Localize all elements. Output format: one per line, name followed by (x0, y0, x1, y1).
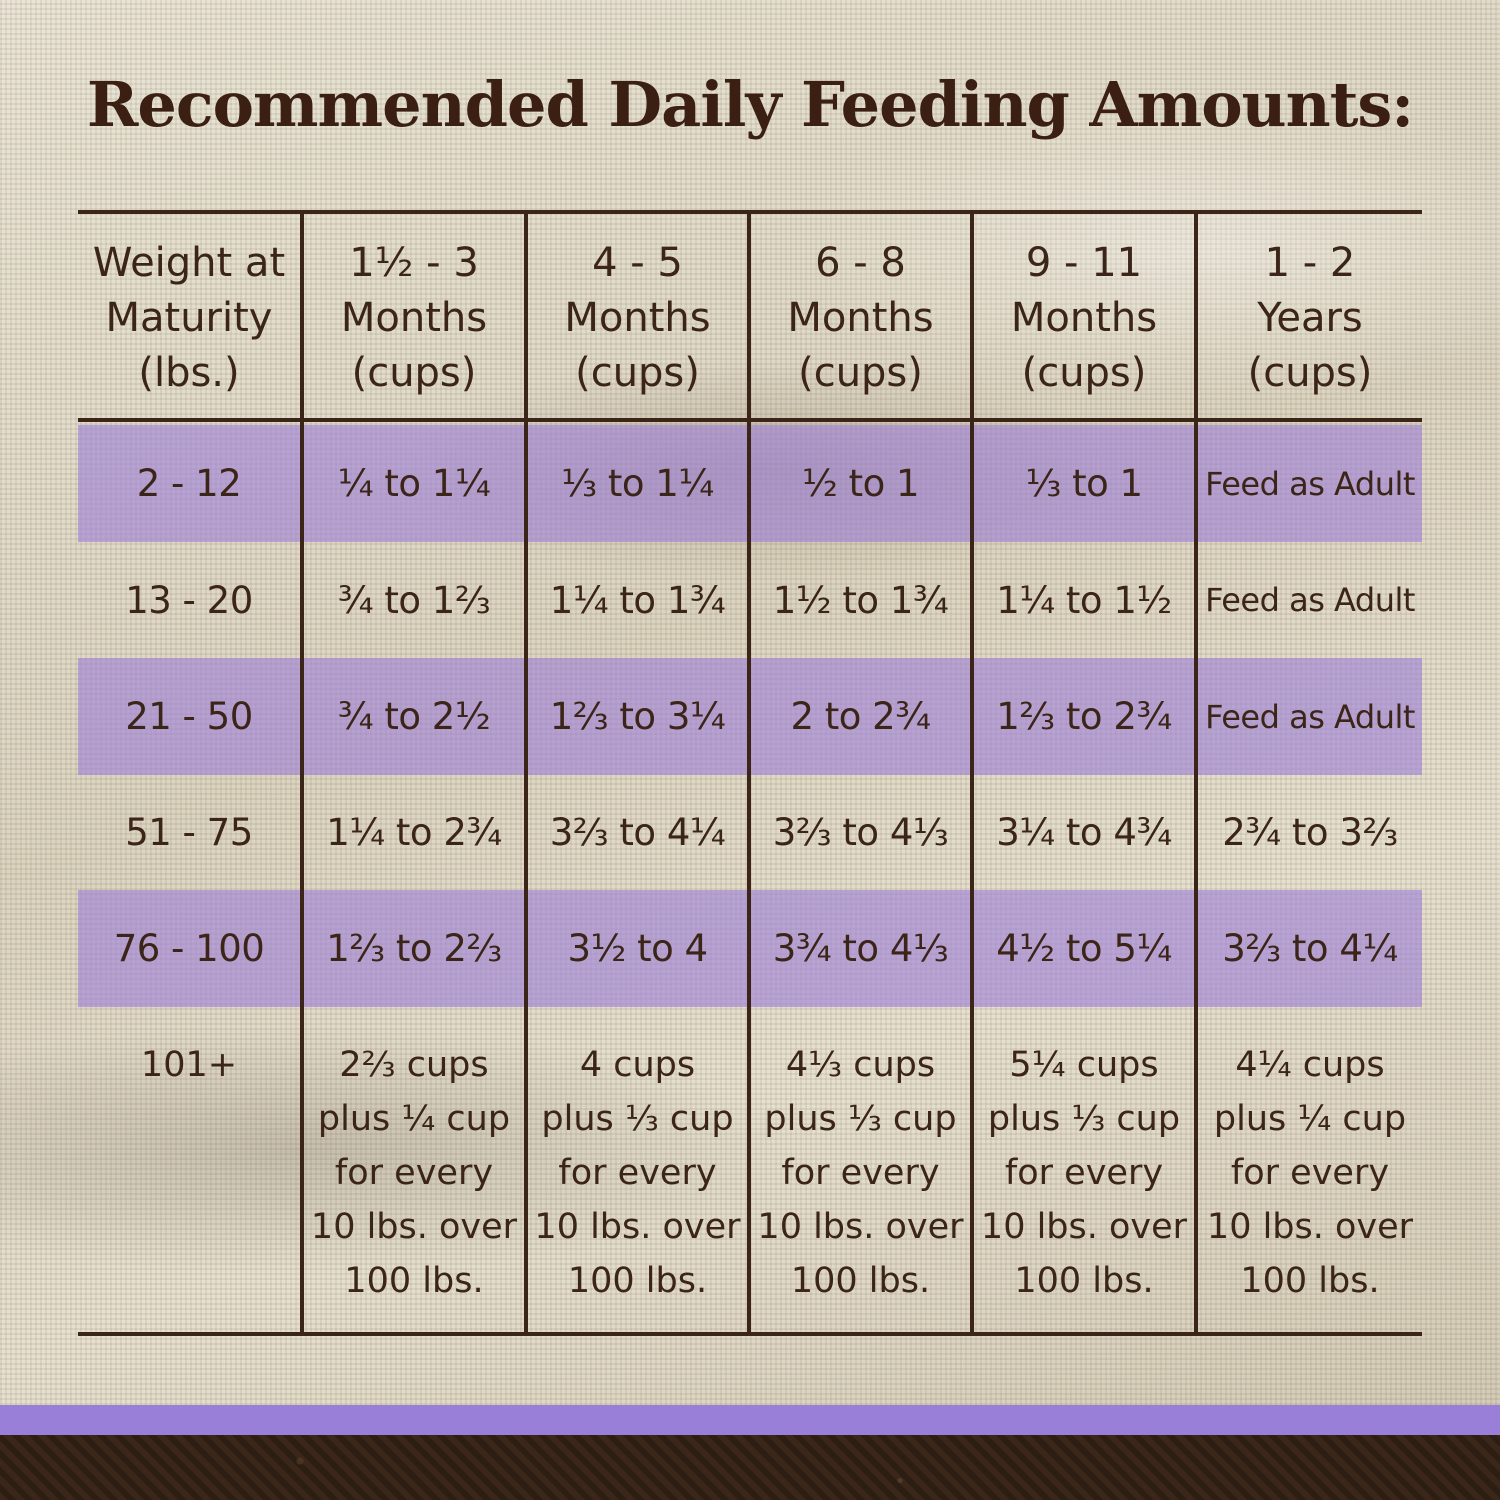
amount-cell: Feed as Adult (1205, 697, 1415, 736)
amount-note-cell: 2⅔ cups plus ¼ cup for every 10 lbs. ove… (310, 1045, 518, 1301)
amount-cell: 2 to 2¾ (790, 695, 931, 738)
amount-cell: 1⅔ to 2⅔ (326, 927, 502, 970)
amount-cell: 3½ to 4 (567, 927, 708, 970)
amount-cell: 1⅔ to 2¾ (996, 695, 1172, 738)
amount-cell: 1¼ to 1½ (996, 578, 1172, 622)
amount-cell: 3¾ to 4⅓ (772, 927, 949, 970)
weight-cell: 2 - 12 (136, 462, 242, 505)
amount-cell: 4½ to 5¼ (996, 927, 1172, 970)
weight-cell: 21 - 50 (125, 695, 253, 738)
column-divider (300, 210, 304, 1336)
amount-cell: 1⅔ to 3¼ (549, 695, 726, 738)
amount-cell: Feed as Adult (1205, 464, 1415, 503)
purple-accent-strip (0, 1405, 1500, 1435)
header-col-3: 6 - 8 Months (cups) (787, 239, 934, 396)
amount-cell: 1¼ to 1¾ (549, 578, 726, 622)
header-col-4: 9 - 11 Months (cups) (1010, 239, 1158, 396)
amount-note-cell: 4 cups plus ⅓ cup for every 10 lbs. over… (534, 1045, 741, 1301)
amount-cell: 3⅔ to 4⅓ (772, 811, 949, 854)
amount-cell: ¼ to 1¼ (337, 462, 491, 505)
header-weight: Weight at Maturity (lbs.) (92, 239, 286, 396)
amount-cell: 1½ to 1¾ (772, 578, 949, 622)
amount-note-cell: 4⅓ cups plus ⅓ cup for every 10 lbs. ove… (757, 1045, 964, 1301)
amount-cell: 2¾ to 3⅔ (1222, 811, 1398, 854)
page-title: Recommended Daily Feeding Amounts: (86, 68, 1414, 141)
amount-note-cell: 4¼ cups plus ¼ cup for every 10 lbs. ove… (1206, 1045, 1414, 1301)
weight-cell: 51 - 75 (125, 811, 253, 854)
amount-cell: 3¼ to 4¾ (996, 811, 1172, 854)
amount-cell: ⅓ to 1¼ (561, 462, 714, 505)
column-divider (970, 210, 974, 1336)
column-divider (747, 210, 751, 1336)
weight-cell: 76 - 100 (113, 927, 265, 970)
amount-cell: ½ to 1 (801, 462, 920, 505)
amount-cell: Feed as Adult (1205, 581, 1415, 619)
amount-cell: ¾ to 2½ (337, 695, 491, 738)
amount-cell: 3⅔ to 4¼ (1222, 927, 1398, 970)
header-col-5: 1 - 2 Years (cups) (1247, 239, 1373, 396)
amount-cell: ⅓ to 1 (1025, 462, 1143, 505)
amount-note-cell: 5¼ cups plus ⅓ cup for every 10 lbs. ove… (980, 1045, 1188, 1301)
column-divider (1194, 210, 1198, 1336)
column-divider (524, 210, 528, 1336)
weight-cell: 101+ (140, 1045, 238, 1085)
feeding-table: Weight at Maturity (lbs.) 1½ - 3 Months … (78, 210, 1422, 1336)
weight-cell: 13 - 20 (125, 578, 253, 622)
amount-cell: ¾ to 1⅔ (337, 578, 491, 622)
amount-cell: 1¼ to 2¾ (326, 811, 502, 854)
amount-cell: 3⅔ to 4¼ (549, 811, 726, 854)
header-col-2: 4 - 5 Months (cups) (564, 239, 711, 396)
header-col-1: 1½ - 3 Months (cups) (340, 239, 488, 396)
soil-texture-footer (0, 1435, 1500, 1500)
